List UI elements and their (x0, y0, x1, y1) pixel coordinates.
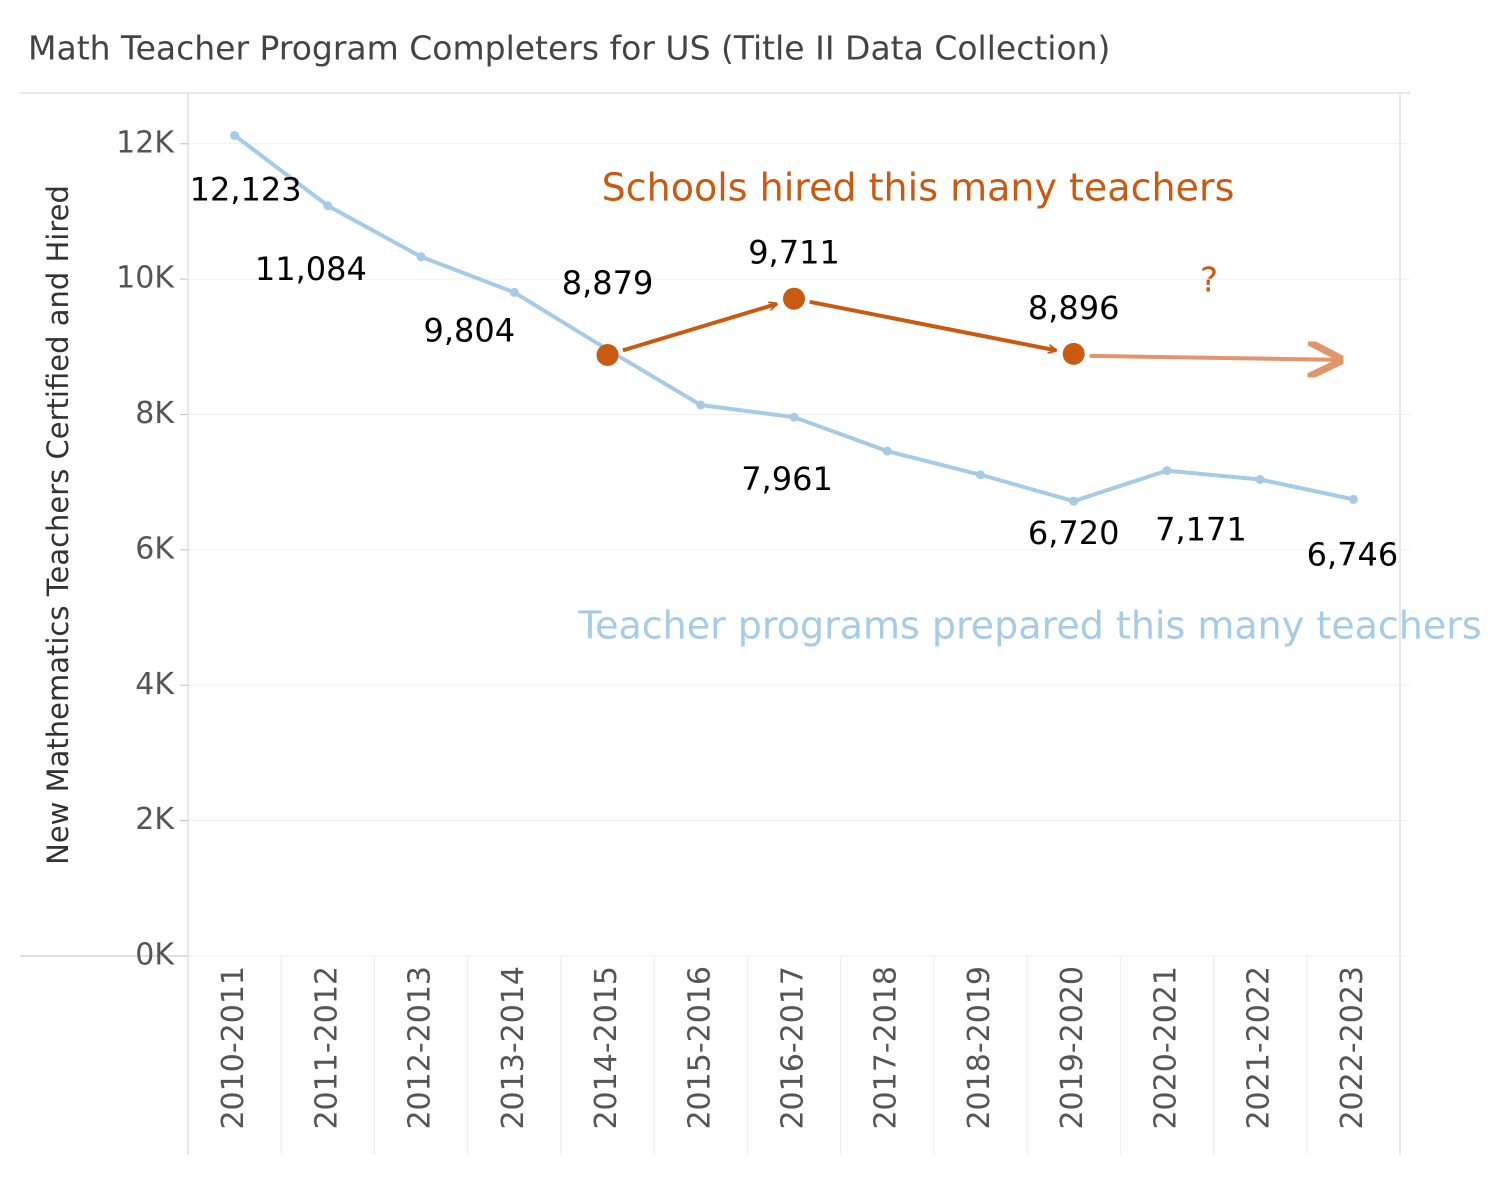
point (1348, 494, 1358, 504)
chart-title: Math Teacher Program Completers for US (… (28, 29, 1110, 68)
y-tick-label: 8K (135, 396, 175, 431)
point (696, 400, 706, 410)
point (416, 252, 426, 262)
x-tick-label: 2013-2014 (496, 966, 531, 1130)
point (230, 130, 240, 140)
point (882, 446, 892, 456)
data-label: 7,961 (741, 460, 833, 498)
y-tick-label: 2K (135, 802, 175, 837)
x-tick-label: 2016-2017 (776, 966, 811, 1130)
y-tick-label: 6K (135, 531, 175, 566)
y-tick-label: 12K (116, 125, 175, 160)
point (975, 470, 985, 480)
data-label: 6,746 (1307, 535, 1399, 573)
y-tick-label: 0K (135, 938, 175, 973)
annotation: ? (1200, 261, 1218, 301)
data-label: 8,896 (1028, 289, 1120, 327)
data-label: 11,084 (255, 250, 367, 288)
x-tick-label: 2014-2015 (589, 966, 624, 1130)
point (783, 287, 805, 310)
point (1162, 466, 1172, 476)
data-label: 12,123 (190, 170, 302, 208)
x-tick-label: 2020-2021 (1148, 966, 1183, 1130)
data-label: 8,879 (562, 264, 654, 302)
y-axis-label: New Mathematics Teachers Certified and H… (41, 185, 75, 865)
arrow (622, 304, 777, 353)
x-tick-label: 2011-2012 (309, 966, 344, 1130)
x-tick-label: 2022-2023 (1335, 966, 1370, 1130)
point (789, 412, 799, 422)
y-tick-label: 4K (135, 667, 175, 702)
point (1062, 342, 1085, 365)
x-tick-label: 2017-2018 (869, 966, 904, 1130)
y-tick-label: 10K (116, 261, 175, 296)
point (509, 287, 519, 297)
data-label: 7,171 (1155, 511, 1247, 549)
x-tick-label: 2018-2019 (962, 966, 997, 1130)
data-label: 6,720 (1028, 514, 1120, 552)
arrow (809, 299, 1056, 351)
point (596, 344, 619, 367)
x-tick-label: 2012-2013 (403, 966, 438, 1130)
series-label: Teacher programs prepared this many teac… (577, 604, 1481, 648)
data-label: 9,804 (424, 311, 516, 349)
x-tick-label: 2019-2020 (1055, 966, 1090, 1130)
point (323, 201, 333, 211)
series-label: Schools hired this many teachers (602, 166, 1235, 210)
x-tick-label: 2021-2022 (1242, 966, 1277, 1130)
data-label: 9,711 (748, 234, 840, 272)
arrow (1089, 356, 1340, 360)
point (1255, 474, 1265, 484)
point (1069, 496, 1079, 506)
x-tick-label: 2015-2016 (682, 966, 717, 1130)
x-tick-label: 2010-2011 (216, 966, 251, 1130)
